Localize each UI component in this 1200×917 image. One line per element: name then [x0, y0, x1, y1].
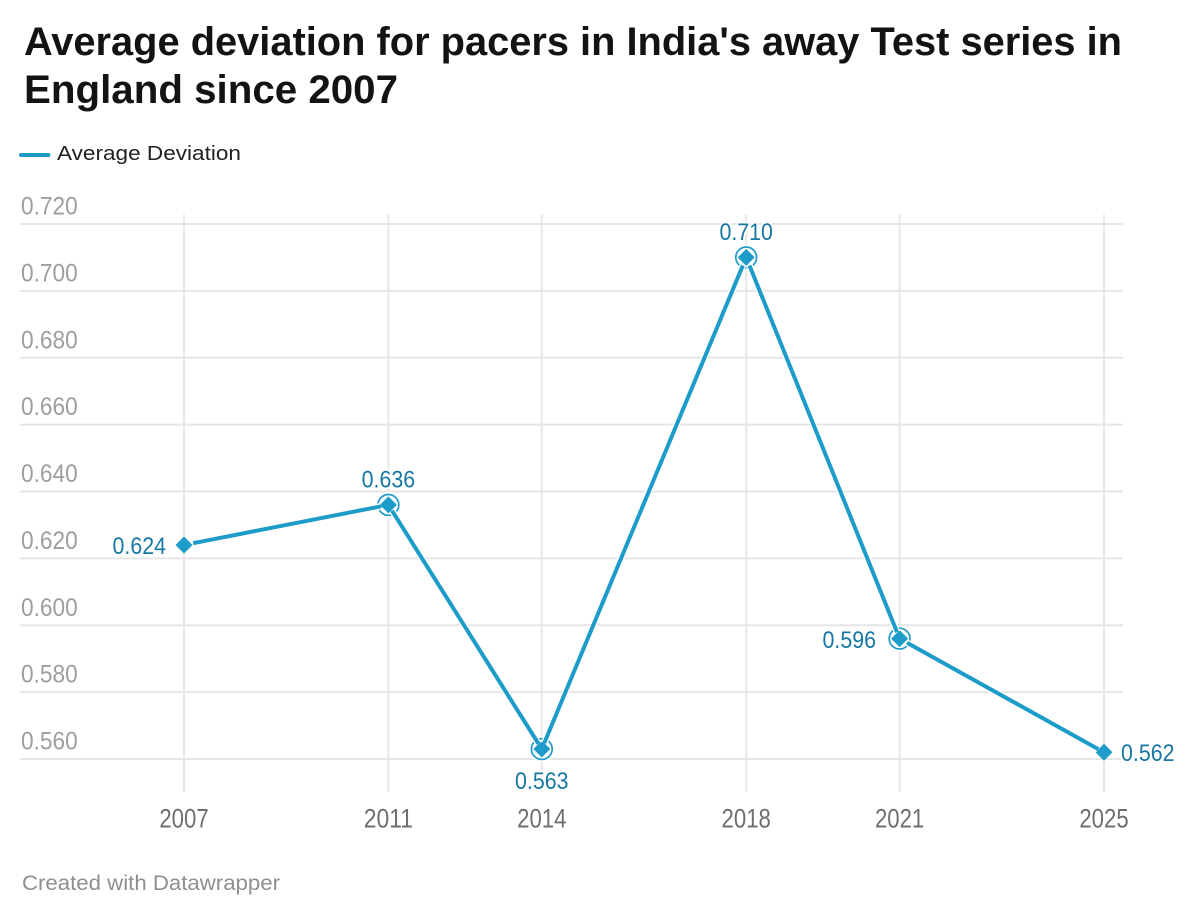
- svg-text:0.660: 0.660: [21, 393, 78, 421]
- svg-text:0.562: 0.562: [1121, 740, 1175, 767]
- svg-text:0.600: 0.600: [21, 594, 78, 622]
- svg-text:0.563: 0.563: [515, 768, 569, 795]
- svg-text:2011: 2011: [364, 803, 413, 833]
- svg-text:0.700: 0.700: [21, 260, 78, 288]
- svg-text:2021: 2021: [875, 803, 924, 833]
- svg-text:0.624: 0.624: [113, 533, 167, 560]
- svg-text:0.680: 0.680: [21, 326, 78, 354]
- svg-text:0.596: 0.596: [823, 627, 877, 654]
- svg-text:2014: 2014: [517, 803, 566, 833]
- svg-text:Created with Datawrapper: Created with Datawrapper: [22, 872, 280, 895]
- svg-text:0.580: 0.580: [21, 661, 78, 689]
- svg-text:2007: 2007: [159, 803, 208, 833]
- svg-text:2025: 2025: [1079, 803, 1128, 833]
- svg-text:2018: 2018: [722, 803, 771, 833]
- svg-text:0.560: 0.560: [21, 728, 78, 756]
- svg-text:England since 2007: England since 2007: [24, 68, 398, 112]
- svg-text:0.636: 0.636: [362, 467, 416, 494]
- svg-text:0.640: 0.640: [21, 460, 78, 488]
- svg-text:Average deviation for pacers i: Average deviation for pacers in India's …: [24, 20, 1122, 64]
- svg-text:0.710: 0.710: [719, 219, 773, 246]
- svg-text:0.720: 0.720: [21, 193, 78, 221]
- svg-text:Average Deviation: Average Deviation: [57, 143, 241, 165]
- svg-text:0.620: 0.620: [21, 527, 78, 555]
